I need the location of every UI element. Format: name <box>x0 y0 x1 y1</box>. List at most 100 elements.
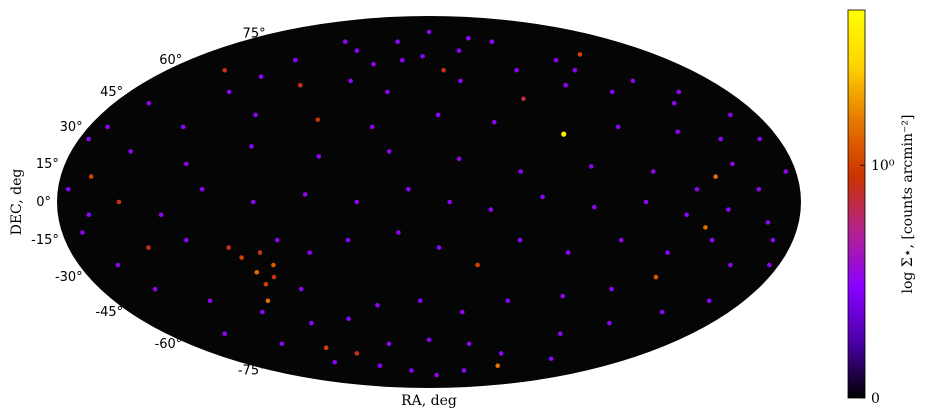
data-point <box>257 250 263 255</box>
data-point <box>354 351 360 356</box>
data-point <box>475 262 480 268</box>
data-point <box>199 187 205 192</box>
data-point <box>253 112 258 118</box>
dec-tick-label: -60° <box>155 337 183 352</box>
data-point <box>354 48 360 53</box>
data-point <box>441 68 446 73</box>
data-point <box>260 309 265 315</box>
data-point <box>765 220 771 225</box>
data-point <box>436 245 442 250</box>
data-point <box>505 298 511 304</box>
data-point <box>116 199 122 205</box>
data-point <box>609 286 614 292</box>
data-point <box>86 136 91 142</box>
colorbar-tick-label: 10⁰ <box>871 158 895 174</box>
data-point <box>249 144 254 149</box>
data-point <box>226 89 232 95</box>
data-point <box>671 100 677 106</box>
data-point <box>514 68 519 73</box>
data-point <box>540 194 545 200</box>
data-point <box>607 320 612 326</box>
data-point <box>146 245 151 250</box>
data-point <box>251 199 256 205</box>
data-point <box>275 237 280 243</box>
data-point <box>577 52 583 57</box>
data-point <box>684 212 689 217</box>
data-point <box>184 161 189 167</box>
data-point <box>207 298 213 304</box>
data-point <box>757 136 762 142</box>
data-point <box>115 262 121 268</box>
data-point <box>342 39 348 44</box>
dec-tick-label: -45° <box>95 305 123 320</box>
data-point <box>561 131 567 137</box>
data-point <box>770 237 776 243</box>
data-point <box>694 187 700 192</box>
dec-tick-label: 30° <box>60 120 83 135</box>
data-point <box>307 250 313 255</box>
dec-tick-label: 15° <box>36 157 59 172</box>
data-point <box>184 237 189 243</box>
data-point <box>345 237 351 243</box>
data-point <box>466 36 471 41</box>
data-point <box>271 262 276 268</box>
data-point <box>703 225 708 230</box>
data-point <box>65 187 71 192</box>
data-point <box>348 78 353 84</box>
dec-tick-label: 45° <box>100 85 123 100</box>
data-point <box>158 212 164 217</box>
source-points <box>65 29 789 378</box>
data-point <box>726 207 731 212</box>
data-point <box>460 309 465 315</box>
data-point <box>665 250 670 255</box>
data-point <box>518 169 523 174</box>
data-point <box>713 174 718 179</box>
data-point <box>271 274 277 280</box>
data-point <box>488 207 494 212</box>
data-point <box>409 368 414 373</box>
data-point <box>265 298 271 304</box>
data-point <box>456 156 462 162</box>
data-point <box>643 199 649 205</box>
data-point <box>676 89 682 95</box>
data-point <box>730 161 735 167</box>
data-point <box>553 57 559 63</box>
data-point <box>128 149 133 154</box>
data-point <box>728 262 733 268</box>
data-point <box>521 96 526 101</box>
data-point <box>615 124 621 130</box>
data-point <box>558 331 563 337</box>
data-point <box>385 89 390 95</box>
y-axis-label: DEC, deg <box>9 169 25 236</box>
data-point <box>263 282 269 287</box>
data-point <box>105 124 110 130</box>
dec-tick-label: -30° <box>55 270 83 285</box>
data-point <box>630 78 636 84</box>
data-point <box>386 341 392 347</box>
dec-tick-label: 0° <box>36 195 51 210</box>
data-point <box>492 119 497 125</box>
data-point <box>370 124 375 130</box>
data-point <box>489 39 495 44</box>
data-point <box>495 363 501 369</box>
data-point <box>302 192 308 197</box>
data-point <box>298 286 304 292</box>
data-point <box>309 320 314 326</box>
data-point <box>572 68 578 73</box>
data-point <box>254 270 260 275</box>
data-point <box>354 199 360 205</box>
data-point <box>426 337 432 343</box>
dec-tick-label: -75° <box>238 364 266 379</box>
data-point <box>592 204 597 210</box>
data-point <box>456 48 462 53</box>
data-point <box>222 331 227 337</box>
data-point <box>371 61 376 67</box>
data-point <box>315 117 321 122</box>
data-point <box>728 112 733 118</box>
data-point <box>458 78 463 84</box>
data-point <box>659 309 665 315</box>
data-point <box>152 286 158 292</box>
data-point <box>80 230 85 235</box>
data-point <box>377 363 383 369</box>
data-point <box>461 368 467 373</box>
